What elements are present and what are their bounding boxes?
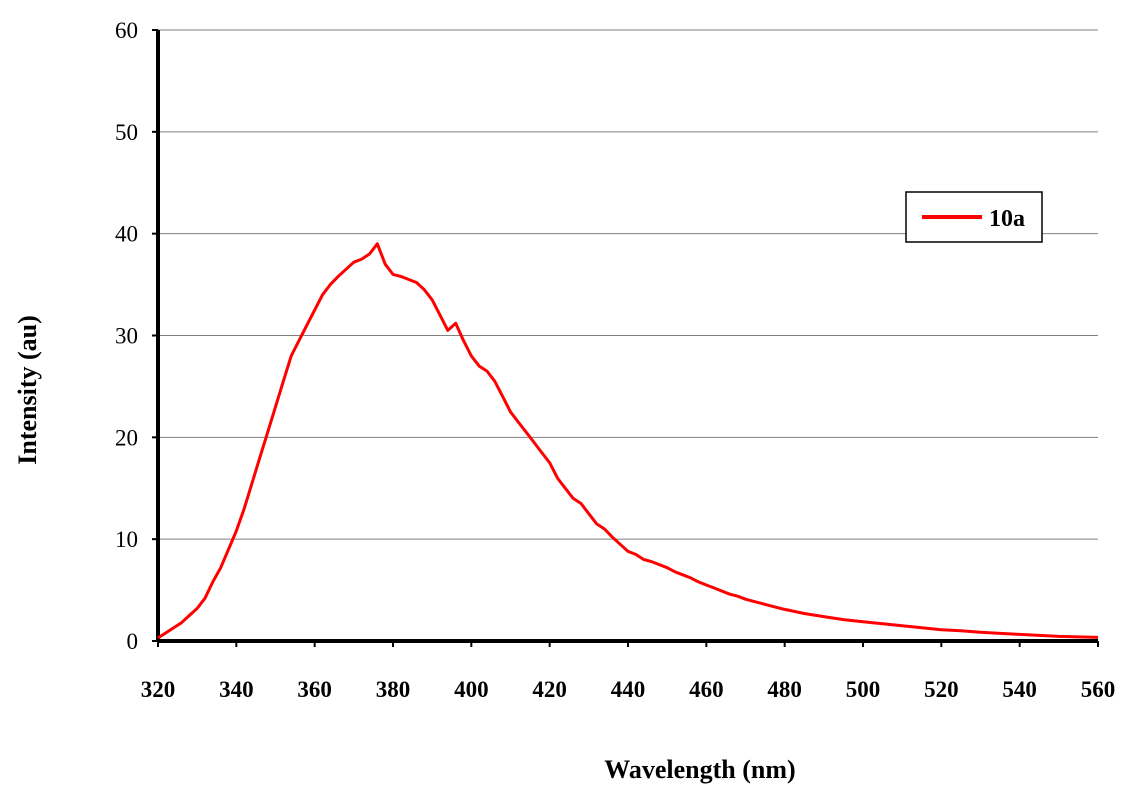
y-tick-label: 10 — [115, 527, 138, 552]
gridlines — [152, 29, 1099, 647]
x-tick-label: 360 — [297, 677, 332, 702]
x-tick-label: 320 — [141, 677, 176, 702]
x-tick-label: 420 — [532, 677, 567, 702]
y-tick-label: 30 — [115, 324, 138, 349]
y-tick-label: 40 — [115, 222, 138, 247]
y-tick-label: 0 — [127, 629, 139, 654]
x-tick-label: 480 — [767, 677, 802, 702]
y-axis-title: Intensity (au) — [13, 315, 42, 465]
y-tick-label: 60 — [115, 18, 138, 43]
x-tick-label: 440 — [611, 677, 646, 702]
x-tick-label: 520 — [924, 677, 959, 702]
x-tick-label: 540 — [1002, 677, 1037, 702]
y-tick-label: 20 — [115, 425, 138, 450]
x-axis-title: Wavelength (nm) — [604, 755, 795, 784]
legend: 10a — [905, 191, 1043, 243]
x-tick-label: 380 — [376, 677, 411, 702]
axes — [156, 30, 1098, 643]
series-group — [157, 242, 1099, 640]
y-tick-label: 50 — [115, 120, 138, 145]
x-tick-label: 460 — [689, 677, 724, 702]
series-line-10a — [157, 242, 1099, 640]
legend-label-10a: 10a — [989, 206, 1025, 232]
y-tick-labels: 0 10 20 30 40 50 60 — [115, 18, 138, 654]
x-tick-label: 560 — [1081, 677, 1116, 702]
x-tick-labels: 320 340 360 380 400 420 440 460 480 500 520 540 560 — [141, 677, 1116, 702]
x-tick-label: 500 — [846, 677, 881, 702]
x-tick-label: 400 — [454, 677, 489, 702]
x-tick-label: 340 — [219, 677, 254, 702]
